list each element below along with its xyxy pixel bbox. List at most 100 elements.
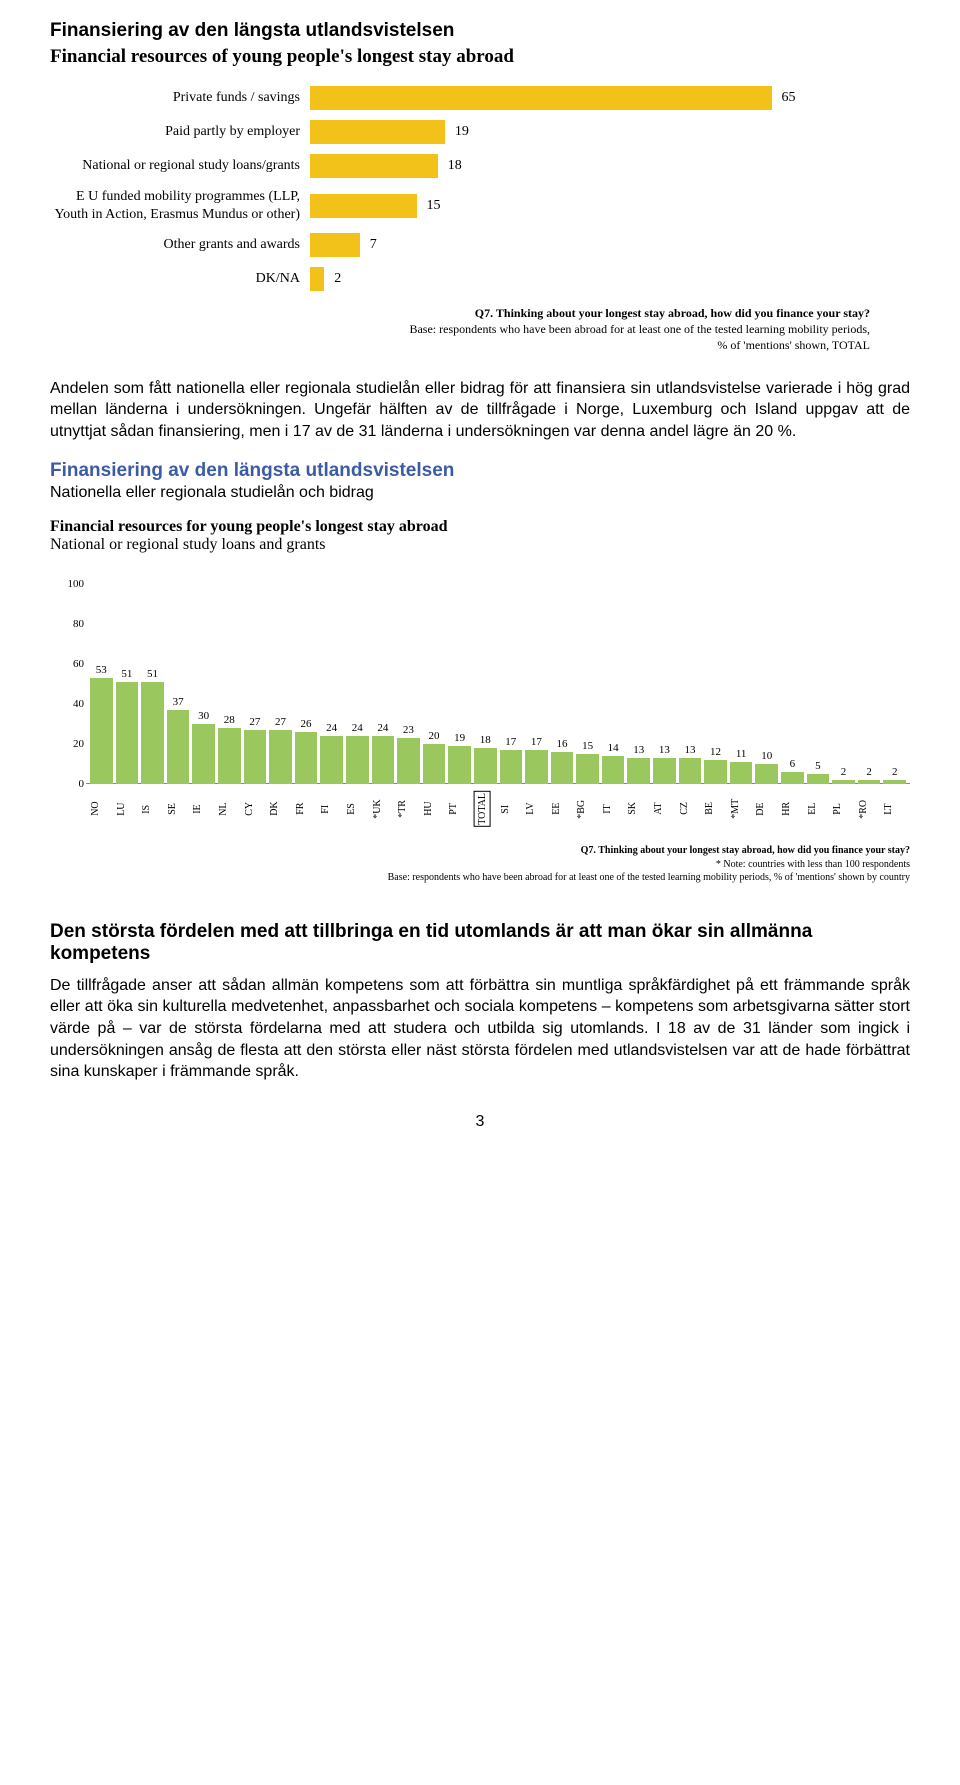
- vbar-column: 17: [500, 750, 523, 784]
- vbar-value: 5: [815, 760, 821, 772]
- vbar-column: 28: [218, 728, 241, 784]
- vbar-bar: [883, 780, 906, 784]
- hbar-label: National or regional study loans/grants: [50, 157, 310, 175]
- vbar-xlabel: NL: [218, 791, 241, 827]
- page-title-english: Financial resources of young people's lo…: [50, 46, 910, 68]
- vbar-value: 24: [352, 722, 363, 734]
- vbar-xlabel: ES: [346, 791, 369, 827]
- vbar-value: 12: [710, 746, 721, 758]
- chart2-caption-question: Q7. Thinking about your longest stay abr…: [581, 845, 910, 856]
- vbar-value: 26: [301, 718, 312, 730]
- hbar-label: E U funded mobility programmes (LLP, You…: [50, 188, 310, 223]
- vbar-bar: [576, 754, 599, 784]
- hbar-row: Paid partly by employer19: [50, 120, 870, 144]
- hbar-row: E U funded mobility programmes (LLP, You…: [50, 188, 870, 223]
- vbar-xlabel: *UK: [372, 791, 395, 827]
- vbar-bar: [858, 780, 881, 784]
- vbar-xlabel: SI: [500, 791, 523, 827]
- hbar-chart: Private funds / savings 65 Paid partly by …: [50, 86, 870, 291]
- hbar-label: Private funds / savings: [50, 89, 310, 107]
- chart2-title: Financial resources for young people's l…: [50, 518, 910, 536]
- vbar-value: 14: [608, 742, 619, 754]
- hbar-row: Other grants and awards7: [50, 233, 870, 257]
- vbar-bar: [474, 748, 497, 784]
- vbar-bar: [372, 736, 395, 784]
- vbar-bar: [755, 764, 778, 784]
- chart1-caption: Q7. Thinking about your longest stay abr…: [50, 305, 870, 354]
- vbar-column: 51: [141, 682, 164, 784]
- vbar-column: 16: [551, 752, 574, 784]
- section2-subtitle: Nationella eller regionala studielån och…: [50, 484, 910, 502]
- vbar-bar: [423, 744, 446, 784]
- vbar-column: 51: [116, 682, 139, 784]
- vbar-value: 19: [454, 732, 465, 744]
- chart2-caption: Q7. Thinking about your longest stay abr…: [50, 844, 910, 885]
- vbar-bar: [602, 756, 625, 784]
- vbar-column: 13: [679, 758, 702, 784]
- vbar-ytick: 40: [50, 698, 84, 710]
- vbar-column: 2: [858, 780, 881, 784]
- vbar-bar: [244, 730, 267, 784]
- chart1-caption-pct: % of 'mentions' shown, TOTAL: [717, 338, 870, 352]
- vbar-bars: 5351513730282727262424242320191817171615…: [90, 584, 906, 784]
- hbar-row: National or regional study loans/grants 1…: [50, 154, 870, 178]
- vbar-column: 26: [295, 732, 318, 784]
- vbar-bar: [397, 738, 420, 784]
- hbar-bar-wrap: 65: [310, 86, 796, 110]
- vbar-xlabel: *RO: [858, 791, 881, 827]
- vbar-xlabel: *MT: [730, 791, 753, 827]
- page-number: 3: [50, 1113, 910, 1131]
- vbar-value: 15: [582, 740, 593, 752]
- vbar-column: 15: [576, 754, 599, 784]
- vbar-value: 10: [761, 750, 772, 762]
- vbar-column: 24: [320, 736, 343, 784]
- vbar-column: 20: [423, 744, 446, 784]
- hbar-label: DK/NA: [50, 270, 310, 288]
- hbar-value: 65: [782, 90, 796, 106]
- vbar-column: 24: [372, 736, 395, 784]
- vbar-value: 51: [147, 668, 158, 680]
- vbar-column: 6: [781, 772, 804, 784]
- vbar-value: 13: [633, 744, 644, 756]
- vbar-value: 6: [790, 758, 796, 770]
- vbar-value: 51: [121, 668, 132, 680]
- vbar-value: 37: [173, 696, 184, 708]
- hbar-bar-wrap: 19: [310, 120, 469, 144]
- vbar-ytick: 20: [50, 738, 84, 750]
- vbar-xlabel: CZ: [679, 791, 702, 827]
- vbar-column: 27: [269, 730, 292, 784]
- hbar-bar-wrap: 7: [310, 233, 377, 257]
- hbar-bar: [310, 267, 324, 291]
- vbar-xlabel: *TR: [397, 791, 420, 827]
- vbar-column: 53: [90, 678, 113, 784]
- vbar-bar: [218, 728, 241, 784]
- vbar-column: 11: [730, 762, 753, 784]
- vbar-xlabel: PL: [832, 791, 855, 827]
- hbar-value: 15: [427, 198, 441, 214]
- hbar-value: 2: [334, 271, 341, 287]
- vbar-xlabel: HR: [781, 791, 804, 827]
- vbar-bar: [448, 746, 471, 784]
- vbar-value: 17: [531, 736, 542, 748]
- vbar-ytick: 0: [50, 778, 84, 790]
- vbar-value: 24: [326, 722, 337, 734]
- vbar-xlabel: TOTAL: [474, 791, 497, 827]
- vbar-column: 27: [244, 730, 267, 784]
- vbar-chart: 0204060801005351513730282727262424242320…: [50, 564, 910, 834]
- vbar-column: 19: [448, 746, 471, 784]
- hbar-value: 18: [448, 158, 462, 174]
- vbar-bar: [704, 760, 727, 784]
- vbar-bar: [346, 736, 369, 784]
- vbar-column: 18: [474, 748, 497, 784]
- vbar-bar: [525, 750, 548, 784]
- vbar-value: 23: [403, 724, 414, 736]
- vbar-bar: [627, 758, 650, 784]
- bottom-heading: Den största fördelen med att tillbringa …: [50, 921, 910, 965]
- hbar-bar: [310, 86, 772, 110]
- vbar-value: 18: [480, 734, 491, 746]
- chart1-caption-question: Q7. Thinking about your longest stay abr…: [475, 306, 870, 320]
- vbar-xlabel: SE: [167, 791, 190, 827]
- vbar-value: 27: [249, 716, 260, 728]
- vbar-value: 27: [275, 716, 286, 728]
- vbar-value: 24: [377, 722, 388, 734]
